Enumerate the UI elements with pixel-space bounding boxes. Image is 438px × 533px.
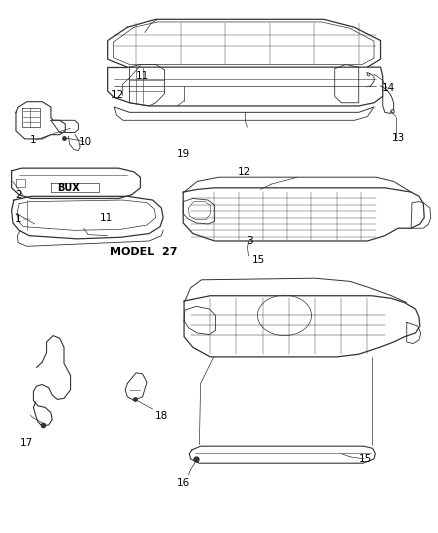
Text: 17: 17	[20, 438, 34, 448]
Text: 19: 19	[177, 149, 190, 159]
Text: 15: 15	[359, 454, 372, 464]
Text: 11: 11	[100, 213, 113, 223]
Text: 14: 14	[382, 83, 395, 93]
Text: BUX: BUX	[57, 183, 80, 193]
Text: 12: 12	[111, 90, 124, 100]
Text: 15: 15	[252, 255, 265, 265]
Text: 2: 2	[15, 190, 21, 200]
Text: 1: 1	[15, 214, 21, 224]
Text: 16: 16	[177, 479, 190, 488]
Text: 11: 11	[136, 71, 149, 81]
Text: MODEL  27: MODEL 27	[110, 247, 178, 256]
Text: 1: 1	[30, 135, 37, 145]
Text: 18: 18	[155, 411, 168, 422]
Text: 12: 12	[238, 167, 251, 177]
Text: 13: 13	[392, 133, 405, 143]
Text: 10: 10	[79, 136, 92, 147]
Text: 3: 3	[246, 236, 253, 246]
